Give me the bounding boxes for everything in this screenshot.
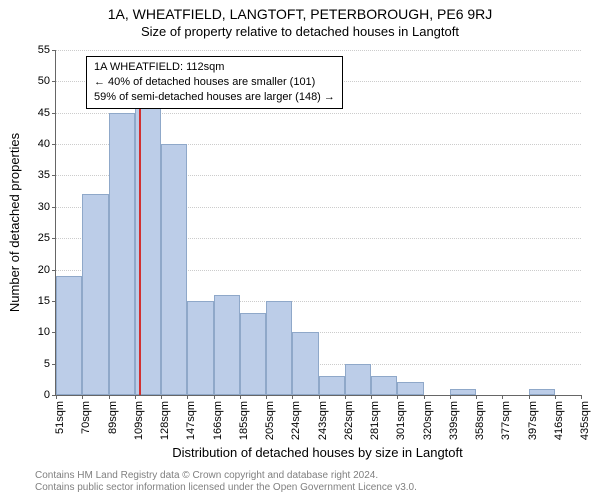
- xtick-label: 224sqm: [290, 401, 302, 440]
- xtick-label: 301sqm: [395, 401, 407, 440]
- y-axis-label: Number of detached properties: [8, 50, 22, 395]
- xtick-label: 70sqm: [80, 401, 92, 434]
- xtick-mark: [424, 395, 425, 399]
- xtick-mark: [82, 395, 83, 399]
- histogram-bar: [266, 301, 292, 395]
- xtick-mark: [371, 395, 372, 399]
- plot-area: 051015202530354045505551sqm70sqm89sqm109…: [55, 50, 581, 396]
- xtick-label: 128sqm: [159, 401, 171, 440]
- xtick-mark: [187, 395, 188, 399]
- histogram-bar: [187, 301, 213, 395]
- xtick-label: 166sqm: [212, 401, 224, 440]
- xtick-label: 339sqm: [448, 401, 460, 440]
- histogram-bar: [319, 376, 345, 395]
- ytick-label: 55: [38, 44, 56, 56]
- ytick-label: 40: [38, 138, 56, 150]
- ytick-label: 0: [44, 389, 56, 401]
- gridline: [56, 50, 581, 51]
- property-marker-line: [139, 106, 141, 395]
- histogram-bar: [240, 313, 266, 395]
- xtick-mark: [502, 395, 503, 399]
- ytick-label: 30: [38, 201, 56, 213]
- annotation-line: 1A WHEATFIELD: 112sqm: [94, 60, 335, 75]
- attribution-line-1: Contains HM Land Registry data © Crown c…: [35, 470, 417, 482]
- histogram-bar: [214, 295, 240, 395]
- xtick-label: 358sqm: [474, 401, 486, 440]
- histogram-bar: [397, 382, 423, 395]
- xtick-mark: [266, 395, 267, 399]
- xtick-label: 262sqm: [343, 401, 355, 440]
- histogram-bar: [345, 364, 371, 395]
- ytick-label: 10: [38, 326, 56, 338]
- histogram-bar: [56, 276, 82, 395]
- xtick-label: 89sqm: [107, 401, 119, 434]
- xtick-label: 435sqm: [579, 401, 591, 440]
- histogram-bar: [371, 376, 397, 395]
- xtick-mark: [397, 395, 398, 399]
- xtick-mark: [214, 395, 215, 399]
- xtick-mark: [476, 395, 477, 399]
- xtick-label: 377sqm: [500, 401, 512, 440]
- xtick-mark: [450, 395, 451, 399]
- x-axis-label: Distribution of detached houses by size …: [55, 445, 580, 460]
- xtick-label: 205sqm: [264, 401, 276, 440]
- property-size-histogram: 1A, WHEATFIELD, LANGTOFT, PETERBOROUGH, …: [0, 0, 600, 500]
- attribution-line-2: Contains public sector information licen…: [35, 482, 417, 494]
- ytick-label: 50: [38, 75, 56, 87]
- chart-title: 1A, WHEATFIELD, LANGTOFT, PETERBOROUGH, …: [0, 6, 600, 22]
- xtick-mark: [555, 395, 556, 399]
- xtick-mark: [109, 395, 110, 399]
- ytick-label: 15: [38, 295, 56, 307]
- histogram-bar: [292, 332, 318, 395]
- xtick-label: 109sqm: [133, 401, 145, 440]
- xtick-mark: [581, 395, 582, 399]
- ytick-label: 35: [38, 169, 56, 181]
- ytick-label: 25: [38, 232, 56, 244]
- xtick-mark: [529, 395, 530, 399]
- histogram-bar: [109, 113, 135, 395]
- xtick-mark: [161, 395, 162, 399]
- ytick-label: 45: [38, 107, 56, 119]
- xtick-label: 320sqm: [422, 401, 434, 440]
- xtick-label: 281sqm: [369, 401, 381, 440]
- xtick-mark: [135, 395, 136, 399]
- histogram-bar: [450, 389, 476, 395]
- xtick-mark: [56, 395, 57, 399]
- histogram-bar: [82, 194, 108, 395]
- xtick-mark: [345, 395, 346, 399]
- xtick-mark: [319, 395, 320, 399]
- annotation-line: ← 40% of detached houses are smaller (10…: [94, 75, 335, 90]
- annotation-line: 59% of semi-detached houses are larger (…: [94, 90, 335, 105]
- xtick-mark: [292, 395, 293, 399]
- histogram-bar: [529, 389, 555, 395]
- annotation-box: 1A WHEATFIELD: 112sqm← 40% of detached h…: [86, 56, 343, 109]
- xtick-label: 243sqm: [317, 401, 329, 440]
- xtick-label: 185sqm: [238, 401, 250, 440]
- chart-subtitle: Size of property relative to detached ho…: [0, 24, 600, 39]
- xtick-label: 147sqm: [185, 401, 197, 440]
- xtick-label: 51sqm: [54, 401, 66, 434]
- attribution-text: Contains HM Land Registry data © Crown c…: [35, 470, 417, 494]
- histogram-bar: [161, 144, 187, 395]
- xtick-label: 416sqm: [553, 401, 565, 440]
- ytick-label: 5: [44, 358, 56, 370]
- xtick-mark: [240, 395, 241, 399]
- xtick-label: 397sqm: [527, 401, 539, 440]
- ytick-label: 20: [38, 264, 56, 276]
